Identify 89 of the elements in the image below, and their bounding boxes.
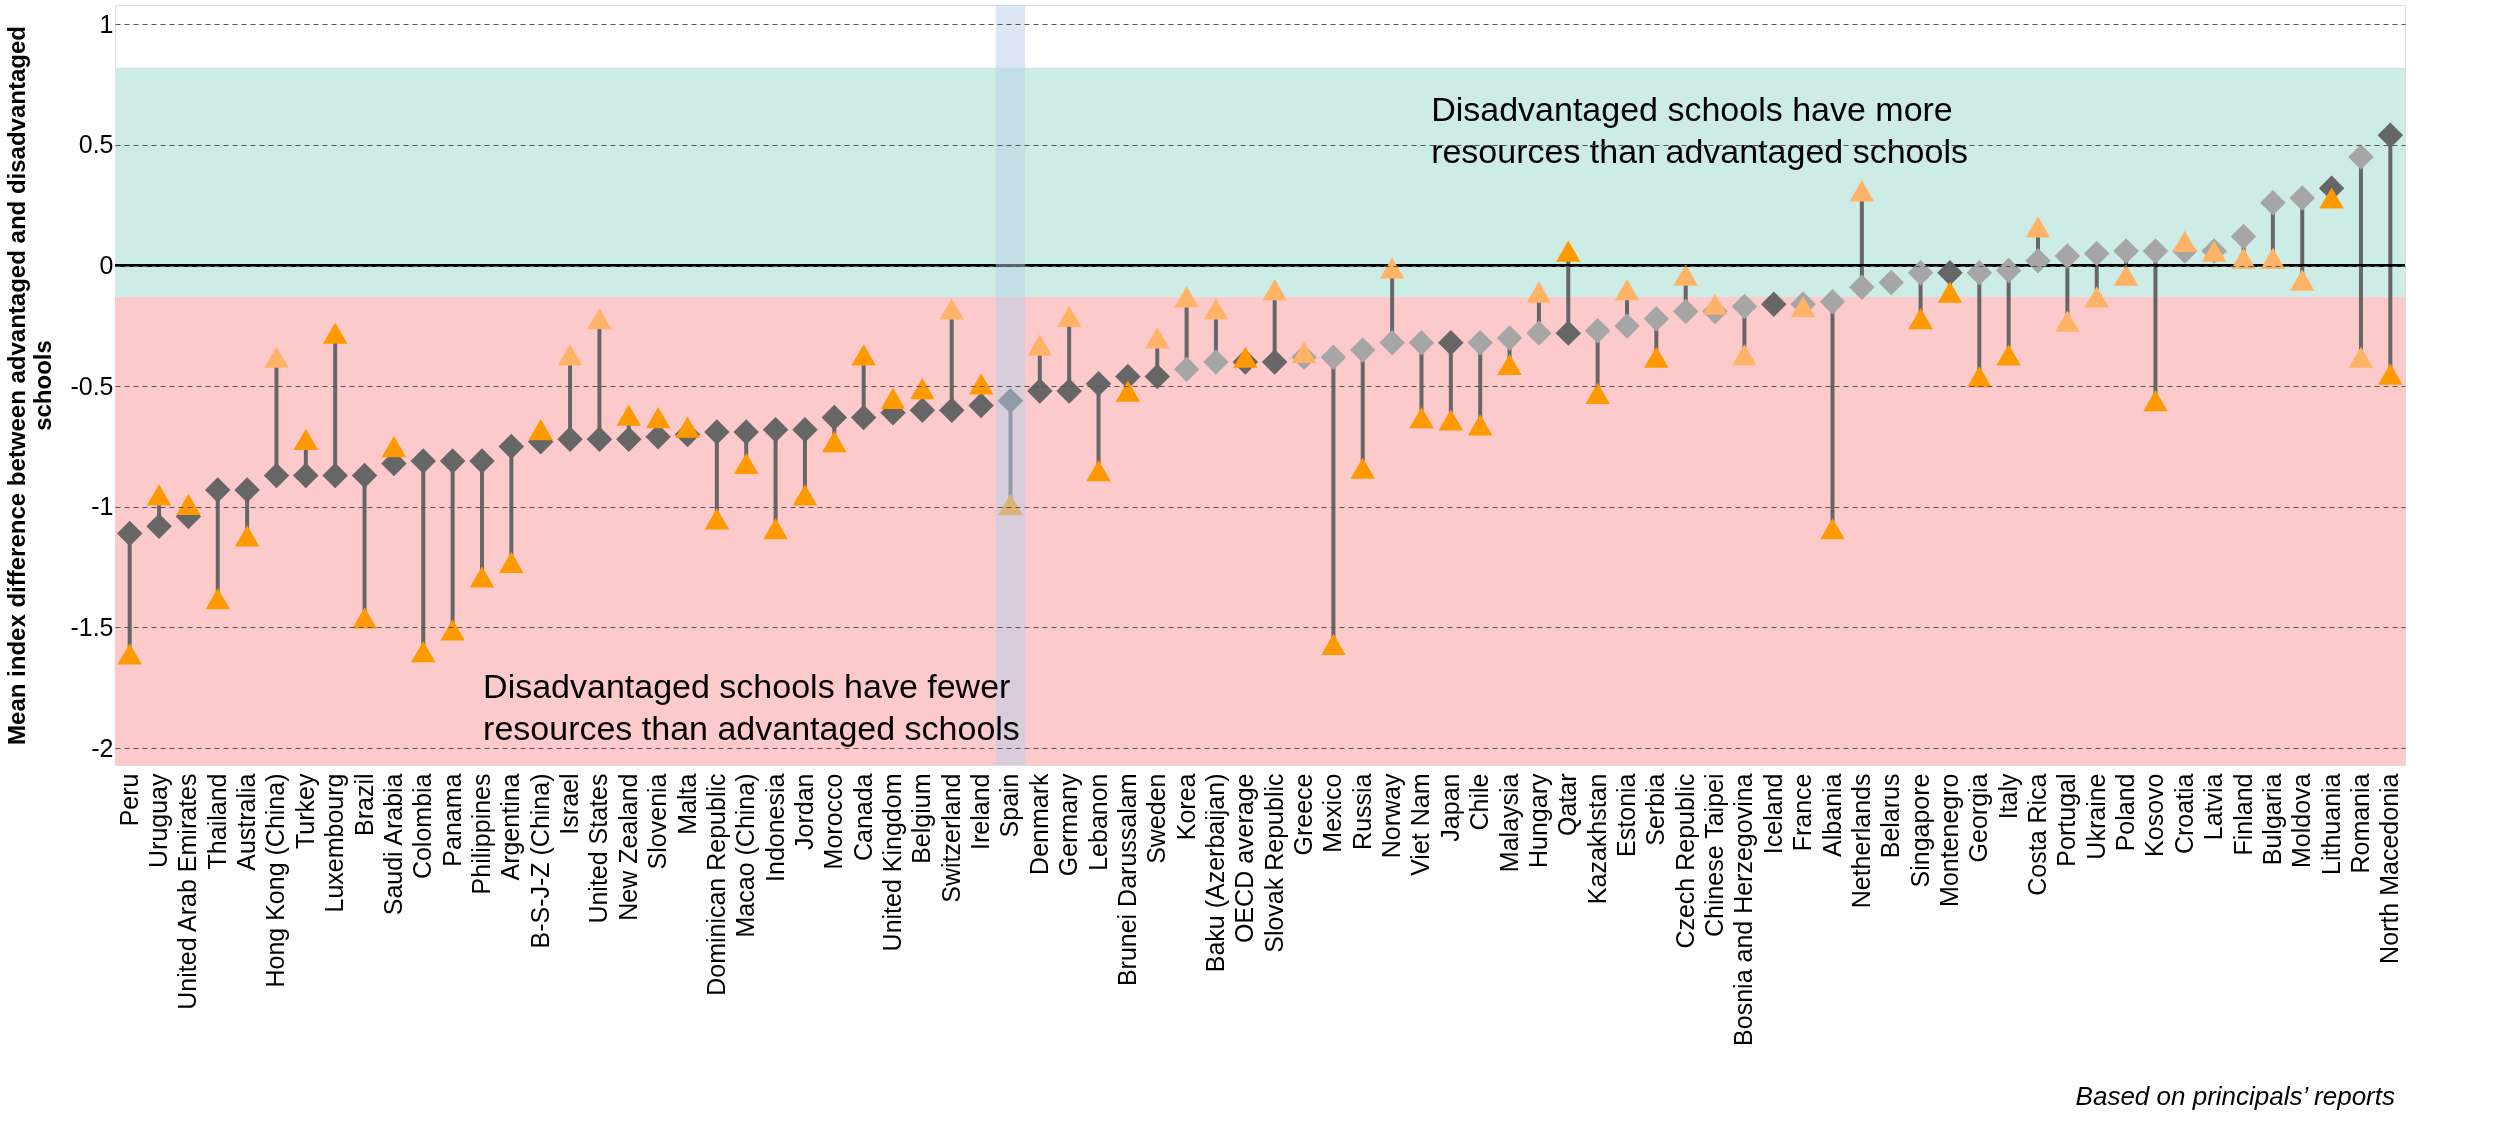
x-tick-label: Estonia (1611, 773, 1640, 857)
x-tick-label: Brazil (349, 773, 378, 837)
x-tick-label: Costa Rica (2023, 773, 2052, 896)
x-tick-label: OECD average (1230, 773, 1259, 944)
x-tick-label: Slovenia (643, 773, 672, 870)
x-tick-label: Jordan (789, 773, 818, 850)
x-tick-label: Thailand (202, 773, 231, 870)
x-tick-label: Belgium (907, 773, 936, 864)
y-tick-label: -2 (91, 733, 114, 762)
x-tick-label: Latvia (2199, 773, 2228, 841)
x-tick-label: Morocco (819, 773, 848, 870)
y-tick-label: -0.5 (70, 371, 114, 400)
x-tick-label: Czech Republic (1670, 773, 1699, 949)
x-tick-label: Israel (555, 773, 584, 835)
x-tick-label: Russia (1347, 773, 1376, 850)
x-tick-label: France (1788, 773, 1817, 852)
x-tick-label: Belarus (1876, 773, 1905, 859)
x-tick-label: Poland (2111, 773, 2140, 852)
x-tick-label: Greece (1289, 773, 1318, 856)
y-tick-label: 0 (99, 251, 114, 280)
x-tick-label: Viet Nam (1406, 773, 1435, 876)
x-tick-label: Colombia (408, 773, 437, 880)
text: Based on principals’ reports (2075, 1081, 2395, 1111)
x-tick-label: Kosovo (2140, 773, 2169, 857)
x-tick-label: United Arab Emirates (173, 773, 202, 1010)
x-tick-label: Turkey (290, 773, 319, 849)
x-tick-label: Portugal (2052, 773, 2081, 867)
x-tick-label: Bosnia and Herzegovina (1729, 773, 1758, 1046)
x-tick-label: Germany (1054, 773, 1083, 877)
x-tick-label: Chile (1465, 773, 1494, 831)
x-tick-label: Albania (1817, 773, 1846, 857)
x-tick-label: Luxembourg (320, 773, 349, 913)
y-tick-label: -1.5 (70, 612, 114, 641)
x-tick-label: Macao (China) (731, 773, 760, 938)
x-tick-label: Japan (1435, 773, 1464, 842)
x-tick-label: North Macedonia (2375, 773, 2404, 964)
x-tick-label: Switzerland (936, 773, 965, 903)
x-tick-label: New Zealand (613, 773, 642, 921)
band-label: Disadvantaged schools have fewer resources than advantaged schools (483, 667, 1020, 747)
x-tick-label: B-S-J-Z (China) (525, 773, 554, 949)
x-tick-label: Baku (Azerbaijan) (1200, 773, 1229, 973)
band-label: Disadvantaged schools have more resources than advantaged schools (1431, 90, 1968, 170)
x-tick-label: Korea (1171, 773, 1200, 841)
x-tick-label: Malaysia (1494, 773, 1523, 873)
x-tick-label: Lebanon (1083, 773, 1112, 871)
x-tick-label: Moldova (2287, 773, 2316, 868)
x-tick-label: Peru (114, 773, 143, 827)
x-tick-label: Panama (437, 773, 466, 867)
x-tick-label: Croatia (2169, 773, 2198, 855)
x-tick-label: Italy (1993, 773, 2022, 820)
x-tick-label: Sweden (1142, 773, 1171, 864)
x-tick-label: Singapore (1905, 773, 1934, 888)
y-tick-label: -1 (91, 492, 114, 521)
x-tick-label: Indonesia (760, 773, 789, 882)
x-tick-label: Netherlands (1846, 773, 1875, 909)
x-tick-label: Bulgaria (2257, 773, 2286, 866)
x-tick-label: Norway (1377, 773, 1406, 859)
x-tick-label: Kazakhstan (1582, 773, 1611, 905)
x-tick-label: Chinese Taipei (1700, 773, 1729, 938)
x-tick-label: Serbia (1641, 773, 1670, 846)
x-tick-label: Philippines (466, 773, 495, 895)
x-tick-label: Canada (848, 773, 877, 862)
x-tick-label: Spain (995, 773, 1024, 838)
x-tick-label: Uruguay (144, 773, 173, 868)
x-tick-label: Hong Kong (China) (261, 773, 290, 988)
x-tick-label: Dominican Republic (701, 773, 730, 996)
x-tick-label: Argentina (496, 773, 525, 881)
x-tick-label: Australia (232, 773, 261, 871)
x-tick-label: Brunei Darussalam (1112, 773, 1141, 987)
x-tick-label: Denmark (1024, 773, 1053, 875)
x-tick-label: Malta (672, 773, 701, 835)
x-tick-label: Romania (2345, 773, 2374, 874)
x-tick-label: Slovak Republic (1259, 773, 1288, 953)
y-axis-title: Mean index difference between advantaged and disadvantaged schools (3, 26, 57, 745)
x-tick-label: Ireland (966, 773, 995, 850)
x-tick-label: United Kingdom (878, 773, 907, 952)
x-tick-label: Georgia (1964, 773, 1993, 863)
x-tick-label: Finland (2228, 773, 2257, 856)
x-tick-label: Mexico (1318, 773, 1347, 853)
x-tick-label: Ukraine (2081, 773, 2110, 860)
y-tick-label: 0.5 (78, 130, 114, 159)
x-tick-label: Hungary (1523, 773, 1552, 868)
x-tick-label: Qatar (1553, 773, 1582, 837)
x-tick-label: Iceland (1758, 773, 1787, 855)
x-tick-label: United States (584, 773, 613, 924)
x-tick-label: Saudi Arabia (378, 773, 407, 916)
x-tick-label: Lithuania (2316, 773, 2345, 875)
y-tick-label: 1 (99, 9, 114, 38)
x-tick-label: Montenegro (1934, 773, 1963, 907)
